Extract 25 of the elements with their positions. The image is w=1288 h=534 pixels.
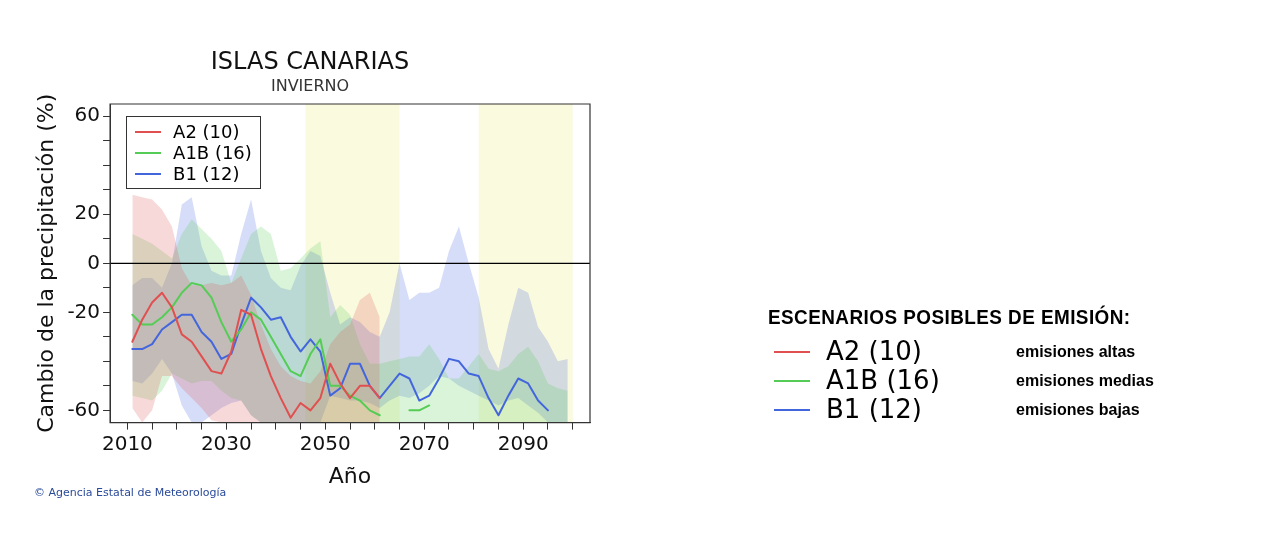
text: emisiones altas [1016,342,1136,361]
legend-label: B1 (12) [173,163,240,184]
x-axis-title: Año [328,462,372,488]
text: emisiones medias [1016,371,1154,390]
y-tick-label: 0 [87,249,101,274]
text: emisiones bajas [1016,400,1140,419]
chart-title: ISLAS CANARIAS [210,46,410,75]
y-axis-title: Cambio de la precipitación (%) [32,93,58,433]
legend-title: ESCENARIOS POSIBLES DE EMISIÓN: [768,305,1131,329]
x-tick-label: 2090 [497,430,549,455]
text: © Agencia Estatal de Meteorología [34,486,227,499]
x-tick-label: 2010 [101,430,153,455]
text: A1B (16) [826,365,940,395]
chart-subtitle: INVIERNO [270,75,350,95]
x-tick-label: 2070 [398,430,450,455]
text: A2 (10) [826,336,922,366]
text: B1 (12) [826,394,923,424]
y-tick-label: -60 [67,396,101,421]
x-tick-label: 2030 [200,430,252,455]
y-tick-label: 60 [74,102,101,127]
y-tick-label: -20 [67,298,101,323]
x-tick-label: 2050 [299,430,351,455]
y-tick-label: 20 [74,200,101,225]
legend-label: A1B (16) [173,142,252,163]
legend-label: A2 (10) [173,121,240,142]
